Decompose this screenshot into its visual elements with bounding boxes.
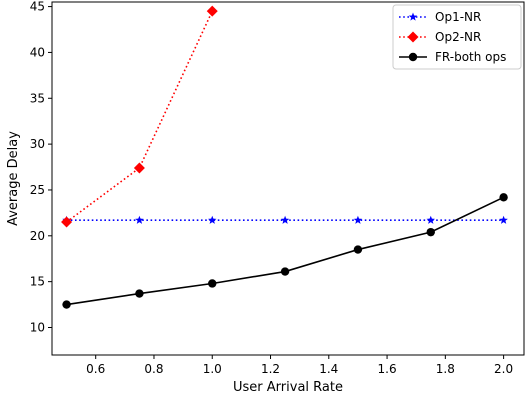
x-tick-label: 1.2 [261, 362, 280, 376]
series-line [66, 196, 504, 306]
data-point [133, 162, 145, 174]
legend-marker [408, 12, 418, 21]
y-axis-ticks: 10 15 20 25 30 35 40 45 [30, 0, 52, 334]
axes-frame [51, 1, 525, 356]
data-point [499, 193, 508, 202]
legend: Op1-NR Op2-NR FR-both ops [392, 4, 522, 70]
legend-entry: Op1-NR [399, 10, 481, 24]
legend-box [392, 4, 522, 70]
x-tick-label: 0.8 [144, 362, 163, 376]
y-tick-label: 30 [30, 137, 45, 151]
plot-area [51, 1, 525, 356]
data-point [426, 227, 435, 237]
data-point [280, 267, 290, 276]
x-axis-ticks: 0.6 0.8 1.0 1.2 1.4 1.6 1.8 2.0 [86, 355, 513, 376]
legend-label: Op2-NR [435, 30, 481, 44]
y-tick-label: 35 [30, 91, 45, 105]
data-point [207, 215, 217, 224]
legend-entry: Op2-NR [399, 30, 481, 44]
data-point [62, 300, 71, 309]
data-point [280, 215, 290, 224]
data-point [61, 216, 73, 228]
y-tick-label: 15 [30, 275, 45, 289]
data-point [353, 245, 363, 254]
x-tick-label: 0.6 [86, 362, 105, 376]
x-tick-label: 1.8 [436, 362, 455, 376]
legend-label: Op1-NR [435, 10, 481, 24]
x-tick-label: 1.4 [319, 362, 338, 376]
legend-label: FR-both ops [435, 50, 506, 64]
data-point [426, 215, 436, 224]
x-tick-label: 1.6 [378, 362, 397, 376]
y-tick-label: 45 [30, 0, 45, 14]
data-point [135, 289, 144, 298]
series-1 [61, 5, 218, 228]
y-tick-label: 40 [30, 45, 45, 59]
y-axis-label: Average Delay [6, 131, 21, 226]
x-axis-label: User Arrival Rate [233, 380, 343, 395]
x-tick-label: 2.0 [494, 362, 513, 376]
y-tick-label: 25 [30, 183, 45, 197]
data-point [499, 215, 508, 224]
legend-marker [407, 31, 419, 43]
y-tick-label: 20 [30, 229, 45, 243]
legend-marker [408, 52, 418, 62]
data-point [353, 215, 363, 224]
data-point [135, 215, 144, 224]
series-line [66, 10, 213, 223]
x-tick-label: 1.0 [203, 362, 222, 376]
series-0 [62, 215, 508, 224]
series-layer [61, 5, 508, 309]
y-tick-label: 10 [30, 320, 45, 334]
data-point [208, 279, 217, 288]
data-point [206, 5, 218, 17]
legend-entry: FR-both ops [399, 50, 506, 64]
series-2 [62, 193, 508, 309]
